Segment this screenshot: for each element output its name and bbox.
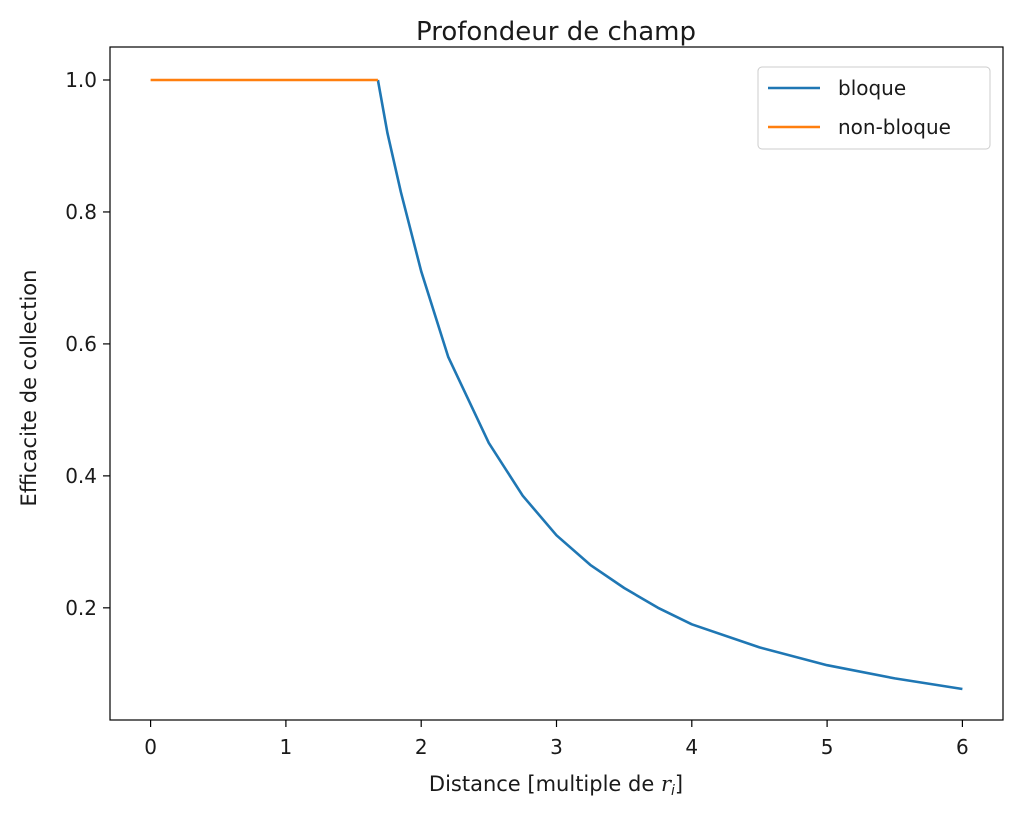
series-layer [150,78,963,691]
x-axis-label-main: Distance [multiple de [429,772,661,796]
x-axis-label-variable: r [661,772,673,796]
y-tick-label: 0.4 [65,464,97,488]
legend-label-non-bloque: non-bloque [838,115,951,139]
legend: bloque non-bloque [757,66,991,150]
x-tick-label: 5 [821,735,834,759]
y-axis-label: Efficacite de collection [17,270,41,507]
y-axis: 0.2 0.4 0.6 0.8 1.0 [65,68,110,620]
x-tick-label: 2 [415,735,428,759]
y-tick-label: 0.8 [65,200,97,224]
x-tick-label: 3 [550,735,563,759]
x-axis: 0 1 2 3 4 5 6 [144,720,969,759]
x-axis-label-subscript: i [671,783,675,799]
x-axis-label: Distance [multiple de ri] [429,772,683,799]
y-tick-label: 0.2 [65,596,97,620]
x-tick-label: 4 [685,735,698,759]
x-tick-label: 6 [956,735,969,759]
x-axis-label-end: ] [675,772,683,796]
legend-label-bloque: bloque [838,76,906,100]
chart-title: Profondeur de champ [416,17,696,47]
y-tick-label: 1.0 [65,68,97,92]
x-tick-label: 0 [144,735,157,759]
series-line-bloque [376,79,963,691]
y-tick-label: 0.6 [65,332,97,356]
x-tick-label: 1 [280,735,293,759]
